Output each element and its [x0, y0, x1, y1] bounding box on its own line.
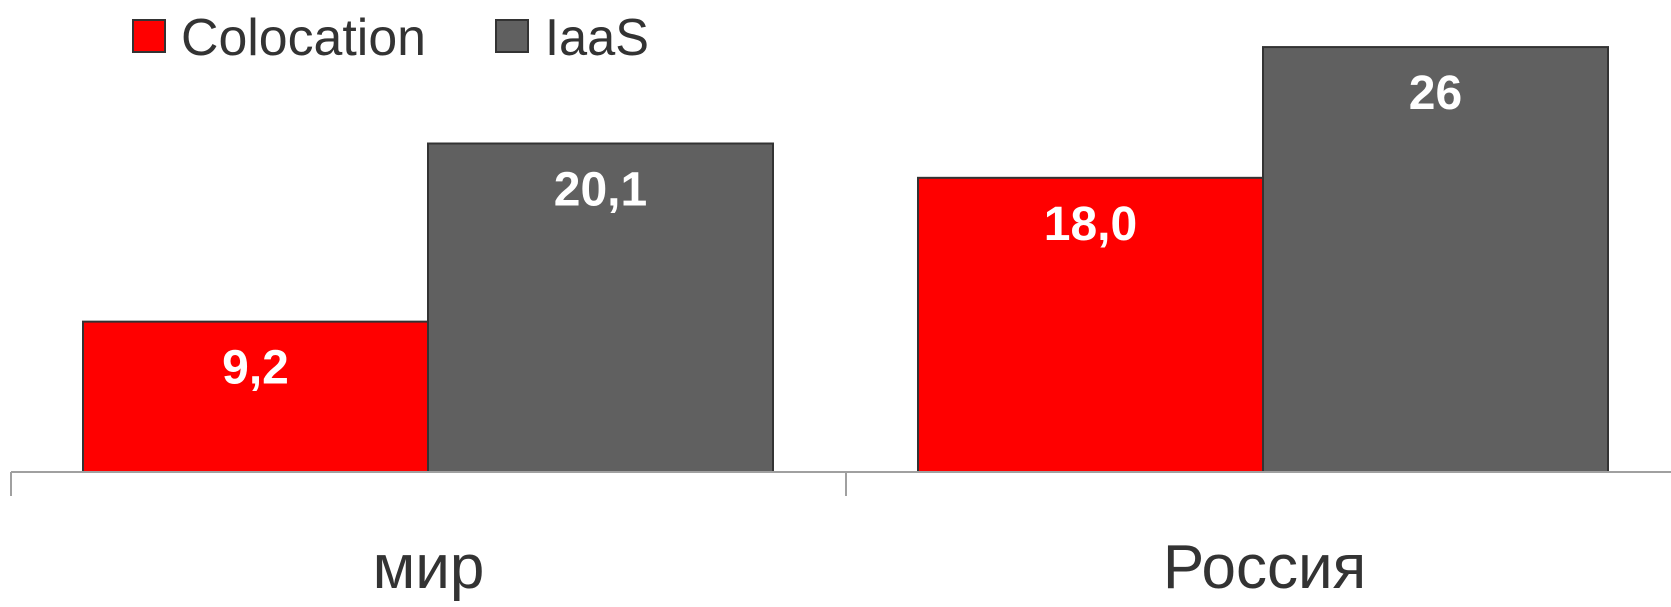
bar-colocation-rossiya [917, 176, 1264, 473]
bar-iaas-rossiya [1262, 46, 1609, 474]
x-axis [10, 471, 1671, 496]
category-label-mir: мир [373, 533, 485, 602]
legend-swatch-iaas [495, 19, 529, 53]
legend-label-iaas: IaaS [545, 9, 649, 67]
data-labels-layer: 9,2 20,1 18,0 26 [222, 67, 1462, 395]
data-label-iaas-mir: 20,1 [554, 164, 647, 217]
bar-colocation-mir [82, 320, 429, 473]
data-label-iaas-rossiya: 26 [1409, 67, 1462, 120]
legend: Colocation IaaS [132, 9, 649, 67]
bars-layer [82, 46, 1609, 474]
legend-label-colocation: Colocation [181, 9, 426, 67]
data-label-colocation-rossiya: 18,0 [1044, 198, 1137, 251]
legend-swatch-colocation [132, 19, 166, 53]
category-labels-layer: мир Россия [373, 533, 1367, 602]
bar-iaas-mir [427, 142, 774, 473]
category-label-rossiya: Россия [1163, 533, 1366, 602]
data-label-colocation-mir: 9,2 [222, 342, 289, 395]
